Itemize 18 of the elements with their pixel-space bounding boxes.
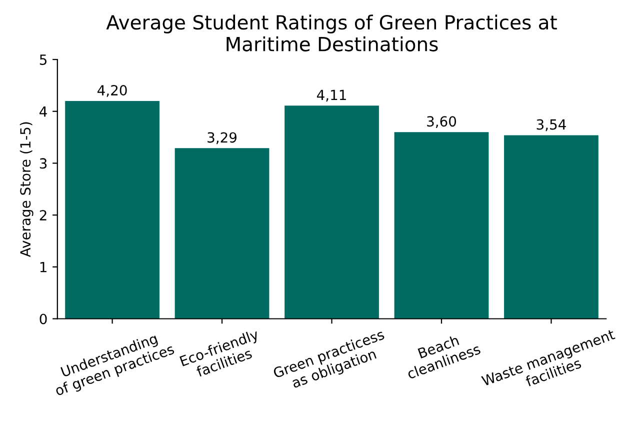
bar	[284, 106, 379, 319]
bar	[174, 148, 270, 319]
chart-title: Average Student Ratings of Green Practices at Maritime Destinations	[106, 14, 557, 52]
data-label: 4,11	[316, 90, 346, 102]
y-tick-label: 2	[40, 210, 46, 220]
y-axis-title: Average Store (1-5)	[20, 122, 34, 258]
y-tick-label: 1	[40, 262, 46, 272]
data-label: 3,54	[536, 119, 566, 132]
bar	[65, 100, 160, 319]
y-tick-label: 0	[40, 314, 47, 324]
data-label: 4,20	[98, 85, 127, 97]
y-tick-label: 5	[40, 54, 46, 65]
bar	[504, 135, 598, 319]
y-tick-label: 3	[40, 158, 47, 169]
data-label: 3,60	[427, 116, 456, 128]
y-tick-label: 4	[40, 106, 47, 117]
bar	[394, 132, 489, 319]
data-label: 3,29	[208, 132, 237, 144]
